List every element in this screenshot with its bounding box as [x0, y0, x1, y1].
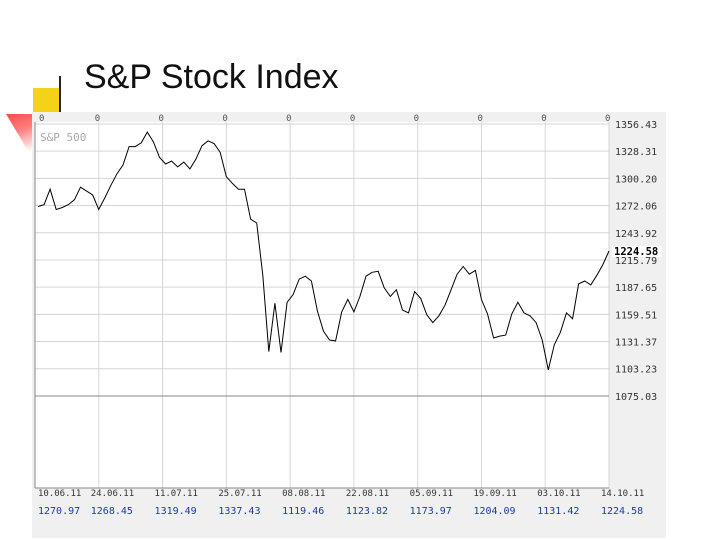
date-value-labels: 1270.97 1268.45 1319.49 1337.43 1119.46 1123.… — [38, 506, 643, 517]
date-label: 11.07.11 — [155, 489, 198, 499]
y-tick-label: 1328.31 — [615, 147, 657, 158]
y-tick-label: 1075.03 — [615, 392, 657, 403]
top-tick-label: 0 — [477, 114, 482, 124]
top-tick-label: 0 — [350, 114, 355, 124]
date-value-label: 1337.43 — [218, 506, 260, 517]
date-label: 03.10.11 — [537, 489, 580, 499]
plot-area — [35, 122, 609, 488]
y-tick-label: 1272.06 — [615, 202, 657, 213]
top-tick-label: 0 — [39, 114, 44, 124]
date-value-label: 1270.97 — [38, 506, 80, 517]
horizontal-gridlines — [35, 123, 609, 370]
top-tick-label: 0 — [414, 114, 419, 124]
last-value-box — [612, 246, 662, 257]
date-label: 14.10.11 — [601, 489, 644, 499]
top-tick-label: 0 — [159, 114, 164, 124]
y-tick-label: 1103.23 — [615, 365, 657, 376]
date-label: 22.08.11 — [346, 489, 389, 499]
accent-bar — [59, 76, 61, 114]
accent-square — [33, 88, 61, 114]
vertical-gridlines — [98, 122, 610, 488]
date-value-label: 1224.58 — [601, 506, 643, 517]
top-tick-label: 0 — [605, 114, 610, 124]
date-labels: 10.06.11 24.06.11 11.07.11 25.07.11 08.08.11… — [38, 489, 644, 499]
date-value-label: 1204.09 — [473, 506, 515, 517]
top-tick-label: 0 — [222, 114, 227, 124]
date-value-label: 1119.46 — [282, 506, 324, 517]
y-tick-label: 1356.43 — [615, 120, 657, 131]
y-tick-label: 1187.65 — [615, 283, 657, 294]
date-label: 24.06.11 — [91, 489, 134, 499]
y-tick-label: 1131.37 — [615, 338, 657, 349]
date-label: 10.06.11 — [38, 489, 81, 499]
date-value-label: 1173.97 — [410, 506, 452, 517]
last-value-label: 1224.58 — [614, 246, 658, 258]
top-tick-label: 0 — [541, 114, 546, 124]
top-tick-label: 0 — [95, 114, 100, 124]
date-value-label: 1123.82 — [346, 506, 388, 517]
date-label: 05.09.11 — [410, 489, 453, 499]
y-tick-label: 1243.92 — [615, 229, 657, 240]
top-tick-labels: 0 0 0 0 0 0 0 0 0 0 — [39, 114, 610, 124]
y-tick-labels: 1356.43 1328.31 1300.20 1272.06 1243.92 1215.… — [615, 120, 657, 403]
y-tick-label: 1300.20 — [615, 174, 657, 185]
date-value-label: 1131.42 — [537, 506, 579, 517]
date-label: 08.08.11 — [282, 489, 325, 499]
series-line — [37, 131, 610, 371]
top-tick-label: 0 — [286, 114, 291, 124]
y-tick-label: 1215.79 — [615, 256, 657, 267]
series-label: S&P 500 — [40, 131, 86, 144]
date-value-label: 1319.49 — [155, 506, 197, 517]
date-label: 25.07.11 — [218, 489, 261, 499]
y-tick-label: 1159.51 — [615, 310, 657, 321]
date-value-label: 1268.45 — [91, 506, 133, 517]
slide-title: S&P Stock Index — [84, 58, 339, 96]
date-label: 19.09.11 — [473, 489, 516, 499]
